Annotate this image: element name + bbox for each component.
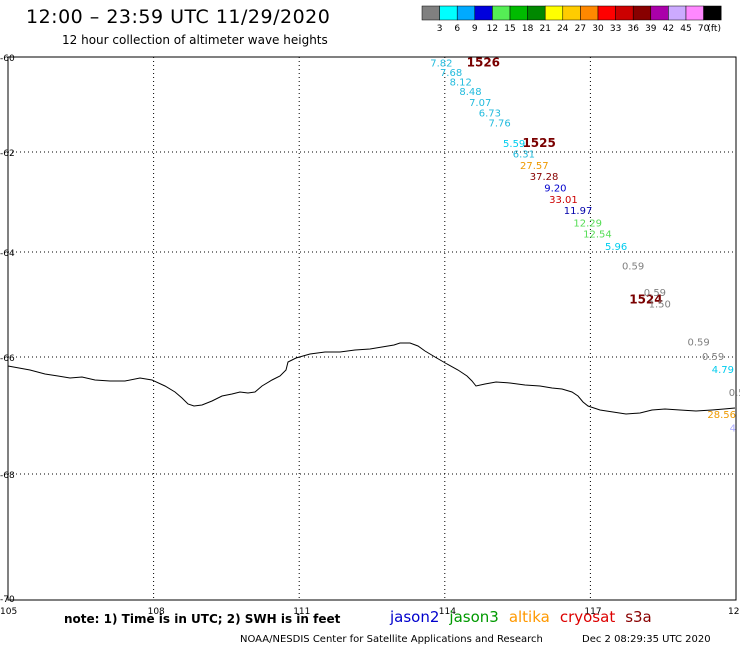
wave-height-value: 5.59 [503,139,525,150]
track-number-label: 1526 [467,55,500,69]
color-swatch [527,5,546,21]
longitude-label: 108 [148,607,165,617]
color-swatch [544,5,564,21]
wave-height-value: 8.48 [459,87,481,98]
wave-height-value: 28.56 [707,410,736,421]
map-frame [7,56,737,601]
map-grid: 105 108 111 114 117 120 -60 -62 -64 -66 -68 -70 [0,54,740,617]
wave-height-value: 12.54 [583,230,612,241]
wave-height-value: 7.76 [488,119,510,130]
wave-height-value: 27.57 [520,161,549,172]
color-swatch [597,5,616,21]
wave-height-value: 7.07 [469,98,491,109]
wave-height-value: 8.12 [450,77,472,88]
wave-height-observations: 7.827.688.128.487.076.737.76 5.596.3127.5… [430,58,740,434]
color-scale-label: 27 [575,24,586,34]
color-swatch [580,5,599,21]
wave-height-value: 9.20 [544,184,566,195]
wave-height-value: 6.73 [479,108,501,119]
color-swatch [492,5,511,21]
satellite-legend: jason2 jason3 altika cryosat s3a [390,608,662,626]
color-scale-label: 39 [645,24,657,34]
wave-height-value: 0.59 [687,338,709,349]
units-note: note: 1) Time is in UTC; 2) SWH is in fe… [64,612,341,626]
color-swatch [456,5,476,21]
wave-height-value: 0.59 [622,262,644,273]
color-scale-label: 21 [539,24,550,34]
color-scale-label: 70 [698,24,710,34]
color-swatch [632,5,652,21]
color-swatch [474,5,493,21]
color-scale-label: 45 [680,24,691,34]
color-scale-label: 24 [557,24,569,34]
color-scale-label: 15 [504,24,515,34]
satellite-legend-jason3: jason3 [449,608,499,626]
wave-height-value: 0.59 [644,288,666,299]
generated-timestamp: Dec 2 08:29:35 UTC 2020 [582,634,711,645]
color-swatch [703,5,722,21]
color-scale-unit: (ft) [707,24,721,34]
color-scale-label: 33 [610,24,621,34]
wave-height-value: 6.31 [513,150,535,161]
track-labels: 1526 1525 1524 [467,55,663,306]
wave-height-value: 0.59 [702,352,724,363]
wave-height-value: 4.79 [712,365,734,376]
color-swatch [615,5,634,21]
longitude-label: 105 [0,607,17,617]
coastline [7,342,736,415]
color-scale-label: 9 [472,24,478,34]
track-number-label: 1525 [522,136,555,150]
color-swatch [562,5,581,21]
color-scale-label: 30 [592,24,604,34]
satellite-legend-jason2: jason2 [390,608,440,626]
track-number-label: 1524 [629,293,662,307]
latitude-label: -62 [0,149,15,159]
wave-height-value: 11.97 [564,206,593,217]
color-scale-label: 36 [627,24,639,34]
color-swatch [509,5,528,21]
satellite-legend-altika: altika [508,608,550,626]
color-scale-legend: 3 6 9 12 15 18 21 24 27 30 33 36 39 42 45 70(ft) [421,5,722,34]
color-scale-label: 12 [487,24,498,34]
map-title: 12:00 – 23:59 UTC 11/29/2020 [26,6,331,28]
wave-height-value: 1.50 [649,299,671,310]
longitude-label: 114 [439,607,456,617]
color-swatch [650,5,669,21]
color-scale-label: 3 [437,24,443,34]
wave-height-value: 12.29 [573,219,602,230]
longitude-label: 120 [728,607,740,617]
wave-height-value: 7.68 [440,68,462,79]
color-scale-label: 42 [663,24,674,34]
wave-height-value: 0.59 [729,388,740,399]
color-swatch [685,5,704,21]
wave-height-value: 5.96 [605,242,627,253]
latitude-label: -68 [0,471,15,481]
wave-height-value: 37.28 [530,172,559,183]
latitude-label: -70 [0,595,15,605]
color-swatch [421,5,440,21]
satellite-legend-cryosat: cryosat [559,608,616,626]
latitude-label: -66 [0,354,15,364]
color-scale-label: 18 [522,24,534,34]
color-swatch [439,5,458,21]
wave-height-value: 4 [730,423,736,434]
longitude-label: 117 [584,607,601,617]
color-swatch [668,5,687,21]
color-scale-label: 6 [454,24,460,34]
map-subtitle: 12 hour collection of altimeter wave hei… [62,33,328,47]
satellite-legend-s3a: s3a [625,608,652,626]
latitude-label: -60 [0,54,15,64]
wave-height-value: 7.82 [430,58,452,69]
credit-line: NOAA/NESDIS Center for Satellite Applica… [240,634,543,645]
latitude-label: -64 [0,249,15,259]
wave-height-value: 33.01 [549,195,578,206]
longitude-label: 111 [293,607,310,617]
